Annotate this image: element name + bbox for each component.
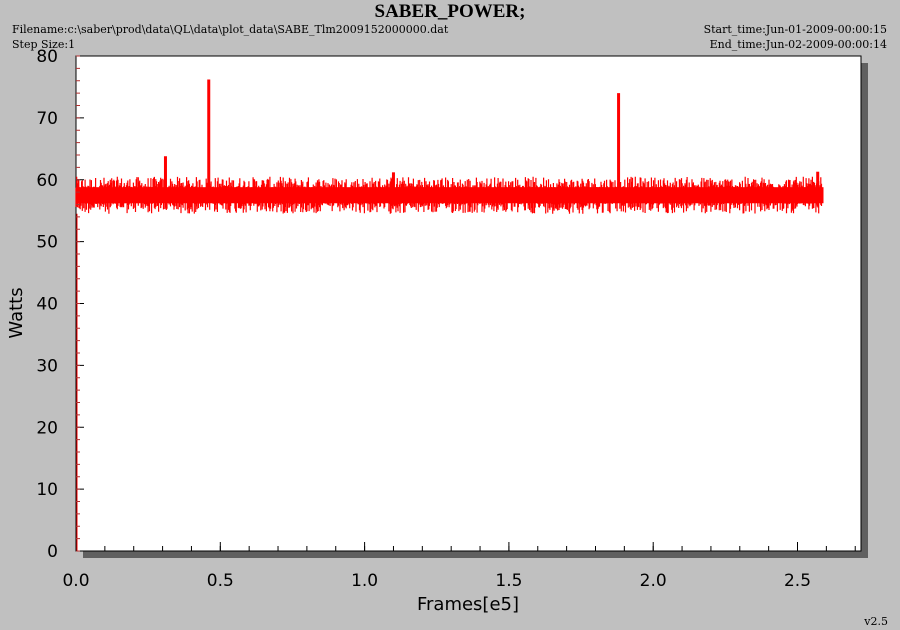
step-size-label: Step Size:1: [12, 38, 76, 51]
y-tick-label: 80: [36, 47, 58, 67]
version-label: v2.5: [864, 615, 888, 628]
axes: 0 10 20 30 40 50 60 70 80 0.0 0.5 1.0 1.5 2.0 2.5: [36, 47, 856, 591]
y-tick-label: 40: [36, 295, 58, 315]
y-tick-label: 30: [36, 356, 58, 376]
x-axis-title: Frames[e5]: [417, 594, 519, 615]
start-time-label: Start_time:Jun-01-2009-00:00:15: [703, 23, 887, 36]
x-tick-label: 1.5: [495, 571, 522, 591]
y-tick-label: 50: [36, 233, 58, 253]
x-tick-label: 0.0: [62, 571, 89, 591]
y-tick-label: 70: [36, 109, 58, 129]
x-tick-label: 0.5: [207, 571, 234, 591]
filename-label: Filename:c:\saber\prod\data\QL\data\plot…: [12, 23, 449, 36]
x-tick-label: 2.5: [784, 571, 811, 591]
plot-area: [75, 55, 862, 552]
y-axis-title: Watts: [6, 287, 27, 338]
end-time-label: End_time:Jun-02-2009-00:00:14: [709, 38, 887, 51]
y-tick-label: 20: [36, 418, 58, 438]
x-tick-label: 1.0: [351, 571, 378, 591]
y-tick-label: 10: [36, 480, 58, 500]
y-tick-label: 0: [47, 542, 58, 562]
series-core: [76, 187, 824, 204]
y-tick-label: 60: [36, 171, 58, 191]
chart-title: SABER_POWER;: [374, 1, 526, 22]
series-group: [75, 79, 824, 551]
x-tick-label: 2.0: [640, 571, 667, 591]
